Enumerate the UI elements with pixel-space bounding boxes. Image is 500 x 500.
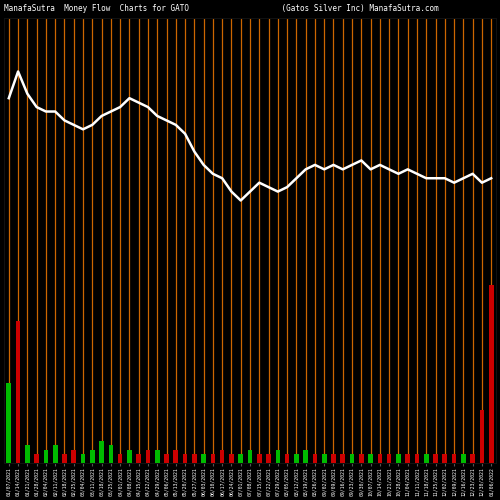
Bar bbox=[118, 454, 122, 463]
Bar bbox=[470, 454, 475, 463]
Bar bbox=[452, 454, 456, 463]
Bar bbox=[220, 450, 224, 463]
Bar bbox=[100, 440, 104, 463]
Bar bbox=[210, 454, 215, 463]
Text: ManafaSutra  Money Flow  Charts for GATO                    (Gatos Silver Inc) M: ManafaSutra Money Flow Charts for GATO (… bbox=[4, 4, 439, 13]
Bar bbox=[90, 450, 94, 463]
Bar bbox=[108, 445, 113, 463]
Bar bbox=[238, 454, 243, 463]
Bar bbox=[192, 454, 196, 463]
Bar bbox=[433, 454, 438, 463]
Bar bbox=[378, 454, 382, 463]
Bar bbox=[25, 445, 29, 463]
Bar bbox=[387, 454, 392, 463]
Bar bbox=[442, 454, 447, 463]
Bar bbox=[414, 454, 420, 463]
Bar bbox=[174, 450, 178, 463]
Bar bbox=[359, 454, 364, 463]
Bar bbox=[80, 454, 86, 463]
Bar bbox=[16, 320, 20, 463]
Bar bbox=[6, 383, 11, 463]
Bar bbox=[489, 285, 494, 463]
Bar bbox=[406, 454, 410, 463]
Bar bbox=[202, 454, 206, 463]
Bar bbox=[350, 454, 354, 463]
Bar bbox=[294, 454, 298, 463]
Bar bbox=[44, 450, 48, 463]
Bar bbox=[331, 454, 336, 463]
Bar bbox=[276, 450, 280, 463]
Bar bbox=[322, 454, 326, 463]
Bar bbox=[155, 450, 160, 463]
Bar bbox=[266, 454, 271, 463]
Bar bbox=[72, 450, 76, 463]
Bar bbox=[424, 454, 428, 463]
Bar bbox=[136, 454, 141, 463]
Bar bbox=[34, 454, 39, 463]
Bar bbox=[285, 454, 290, 463]
Bar bbox=[164, 454, 169, 463]
Bar bbox=[229, 454, 234, 463]
Bar bbox=[312, 454, 318, 463]
Bar bbox=[340, 454, 345, 463]
Bar bbox=[248, 450, 252, 463]
Bar bbox=[146, 450, 150, 463]
Bar bbox=[182, 454, 188, 463]
Bar bbox=[480, 410, 484, 463]
Bar bbox=[62, 454, 67, 463]
Bar bbox=[53, 445, 58, 463]
Bar bbox=[368, 454, 373, 463]
Bar bbox=[396, 454, 400, 463]
Bar bbox=[257, 454, 262, 463]
Bar bbox=[461, 454, 466, 463]
Bar bbox=[127, 450, 132, 463]
Bar bbox=[304, 450, 308, 463]
